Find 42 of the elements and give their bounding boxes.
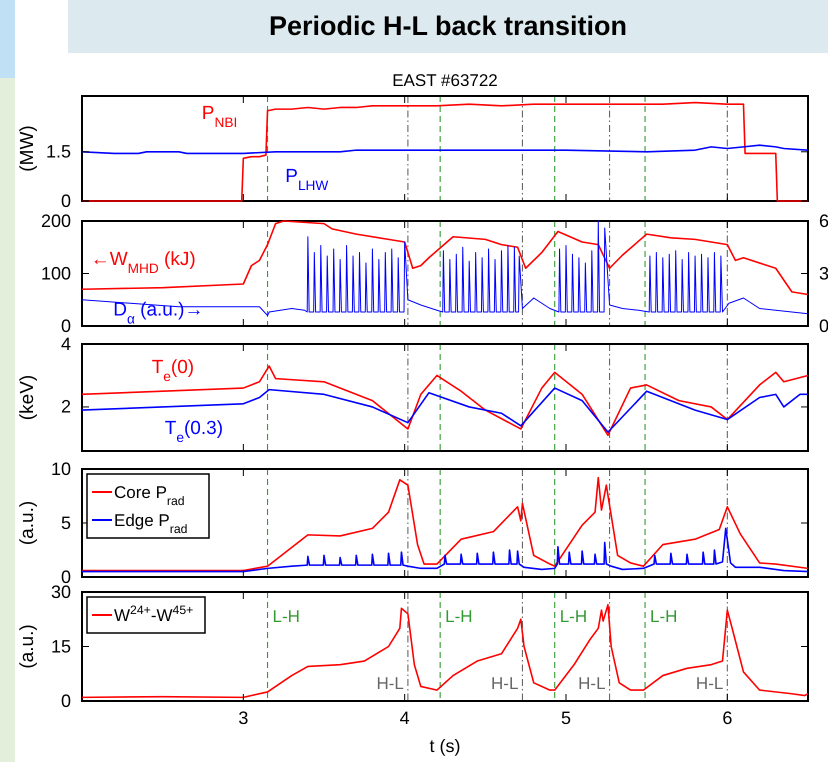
legend-label: Core P$_{rad}$ bbox=[114, 483, 185, 508]
y-tick-label: 5 bbox=[60, 512, 71, 533]
series-label: T$_{e}$(0) bbox=[152, 356, 194, 384]
y2-tick-label: 6 bbox=[819, 210, 828, 231]
x-tick-label: 3 bbox=[238, 708, 248, 728]
series-label: P$_{LHW}$ bbox=[285, 166, 328, 193]
ref-line-label: L-H bbox=[272, 607, 300, 626]
y-tick-label: 100 bbox=[40, 263, 71, 284]
series-label: T$_{e}$(0.3) bbox=[164, 418, 224, 444]
x-tick-label: 4 bbox=[400, 708, 410, 728]
y-axis-title: (MW) bbox=[17, 125, 38, 172]
y-tick-label: 0 bbox=[60, 190, 71, 211]
y2-tick-label: 0 bbox=[819, 316, 828, 336]
ref-line-label: H-L bbox=[696, 674, 724, 693]
series-label: ←W$_{MHD}$ (kJ) bbox=[90, 249, 196, 276]
y2-tick-label: 3 bbox=[819, 263, 828, 284]
chart-title: Periodic H-L back transition bbox=[268, 11, 628, 41]
y-tick-label: 0 bbox=[60, 690, 71, 711]
legend-label: W$^{24+}$-W$^{45+}$ bbox=[114, 603, 194, 625]
series-label: D$_{α}$ (a.u.)→ bbox=[113, 300, 204, 326]
x-tick-label: 5 bbox=[560, 708, 572, 728]
y-tick-label: 1.5 bbox=[46, 142, 71, 162]
y-tick-label: 0 bbox=[60, 316, 71, 336]
y-axis-title: (a.u.) bbox=[17, 624, 38, 669]
x-tick-label: 6 bbox=[722, 708, 732, 728]
ref-line-label: H-L bbox=[376, 674, 404, 693]
ref-line-label: H-L bbox=[578, 674, 606, 693]
legend-label: Edge P$_{rad}$ bbox=[114, 511, 188, 536]
y-tick-label: 4 bbox=[60, 334, 71, 354]
x-axis-title: t (s) bbox=[430, 736, 460, 756]
y-axis-title: (a.u.) bbox=[17, 500, 38, 546]
chart-subtitle: EAST #63722 bbox=[392, 71, 498, 90]
ref-line-label: L-H bbox=[445, 607, 473, 626]
y-tick-label: 200 bbox=[40, 210, 71, 231]
series-label: P$_{NBI}$ bbox=[202, 103, 238, 130]
ref-line-label: L-H bbox=[650, 607, 678, 626]
y-tick-label: 15 bbox=[50, 636, 71, 656]
y-axis-title: (keV) bbox=[17, 374, 38, 420]
ref-line-label: H-L bbox=[491, 674, 518, 693]
y-tick-label: 10 bbox=[50, 458, 71, 479]
ref-line-label: L-H bbox=[560, 607, 588, 626]
y-tick-label: 2 bbox=[60, 396, 71, 417]
